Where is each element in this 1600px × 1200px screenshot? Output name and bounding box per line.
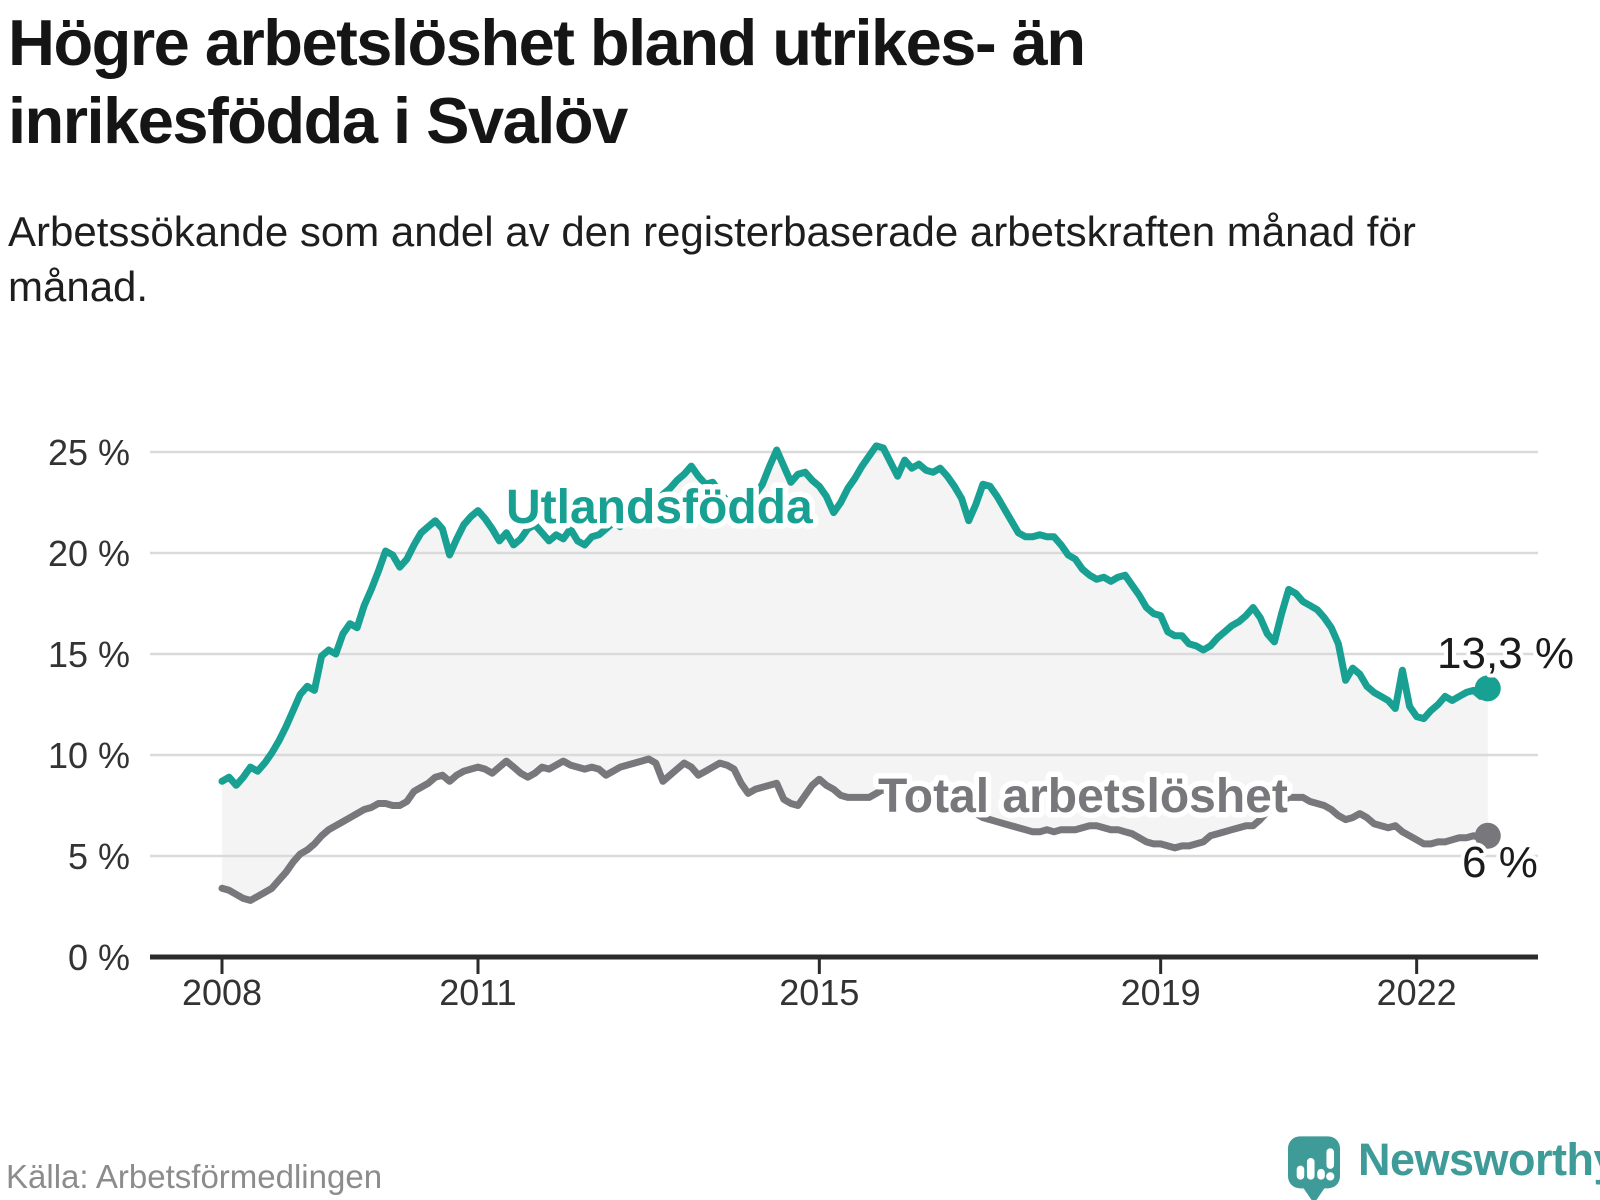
y-tick-label: 5 % bbox=[68, 836, 130, 877]
x-tick-label: 2022 bbox=[1377, 972, 1457, 1013]
page-title: Högre arbetslöshet bland utrikes- än inr… bbox=[8, 6, 1086, 157]
y-tick-label: 20 % bbox=[48, 533, 130, 574]
series-label-utlandsfodda: Utlandsfödda bbox=[506, 481, 813, 534]
utlandsfodda-line bbox=[218, 442, 1492, 789]
title-block: Högre arbetslöshet bland utrikes- än inr… bbox=[8, 4, 1408, 160]
y-tick-label: 0 % bbox=[68, 937, 130, 978]
newsworthy-logo-icon bbox=[1288, 1136, 1340, 1200]
y-tick-label: 15 % bbox=[48, 634, 130, 675]
series-label-total-arbetsloshet: Total arbetslöshet bbox=[878, 770, 1288, 823]
x-tick-label: 2015 bbox=[779, 972, 859, 1013]
y-tick-label: 10 % bbox=[48, 735, 130, 776]
x-tick-label: 2019 bbox=[1121, 972, 1201, 1013]
page-subtitle: Arbetssökande som andel av den registerb… bbox=[8, 208, 1416, 311]
source-note: Källa: Arbetsförmedlingen bbox=[6, 1158, 383, 1195]
x-tick-label: 2008 bbox=[182, 972, 262, 1013]
total-arbetsloshet-line bbox=[218, 755, 1492, 904]
newsworthy-brand: Newsworthy bbox=[1288, 1118, 1600, 1200]
utlandsfodda-end-dot bbox=[1474, 675, 1501, 702]
chart-plot-area: 2008 2011 2015 2019 2022 0 % 5 % 10 % 15 % 20 % 25… bbox=[48, 432, 1538, 1013]
end-value-utlandsfodda: 13,3 % bbox=[1437, 629, 1574, 678]
y-tick-label: 25 % bbox=[48, 432, 130, 473]
total-end-dot bbox=[1474, 822, 1501, 849]
newsworthy-brand-name: Newsworthy bbox=[1358, 1134, 1600, 1185]
x-tick-label: 2011 bbox=[439, 972, 516, 1013]
end-value-total: 6 % bbox=[1462, 838, 1538, 887]
area-fill-between-series bbox=[222, 445, 1488, 901]
